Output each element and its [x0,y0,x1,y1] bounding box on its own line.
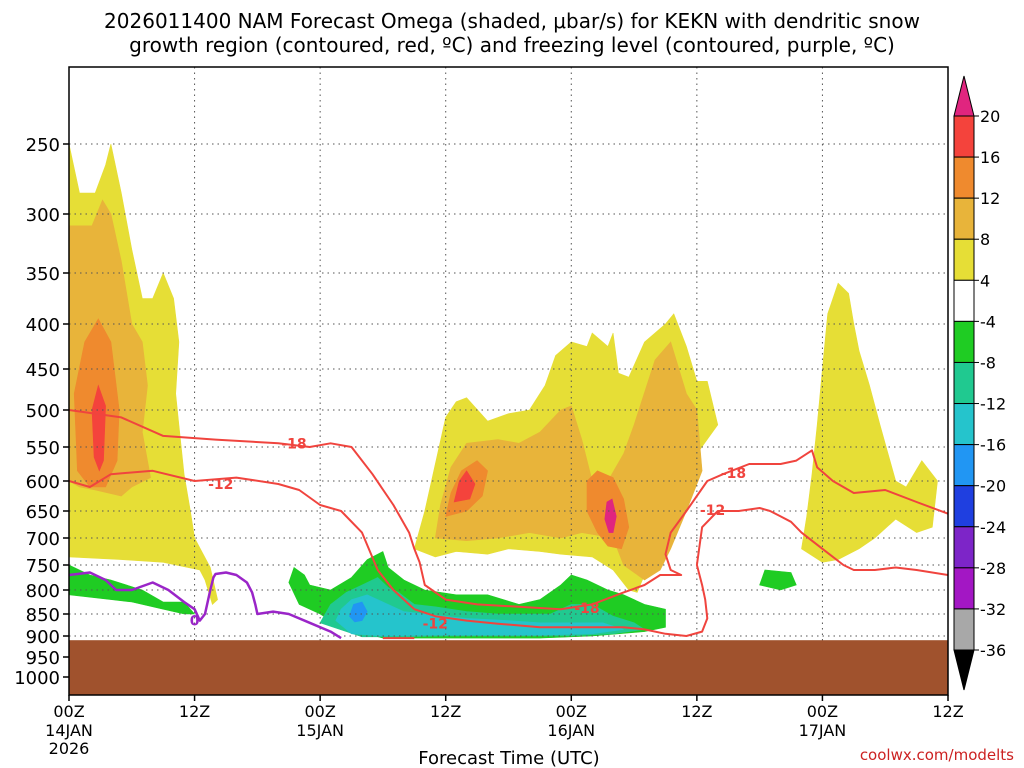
colorbar-segment-7 [953,403,975,446]
colorbar-segment-6 [953,361,975,405]
colorbar-segment-12 [953,608,975,651]
colorbar-label-0: 20 [980,107,1000,126]
x-tick-label-60: 12Z [681,702,712,721]
contour-layer [69,409,948,640]
omega-region-lift-day2-8 [434,341,703,581]
colorbar-segment-0 [953,115,975,158]
y-tick-label-600: 600 [26,472,60,493]
colorbar-segment-8 [953,444,975,487]
colorbar-label-11: -28 [980,559,1006,578]
colorbar-segment-9 [953,485,975,528]
y-tick-label-950: 950 [26,648,60,669]
colorbar-label-12: -32 [980,600,1006,619]
colorbar-segment-1 [953,156,975,199]
y-tick-label-550: 550 [26,438,60,459]
x-tick-label-0: 00Z [53,702,84,721]
y-tick-label-850: 850 [26,605,60,626]
y-tick-label-650: 650 [26,502,60,523]
x-tick-date-48: 16JAN [547,721,595,740]
y-tick-label-250: 250 [26,135,60,156]
plot-frame [68,66,949,696]
chart-title-line2: growth region (contoured, red, ºC) and f… [129,33,895,57]
y-tick-label-400: 400 [26,315,60,336]
x-tick-label-12: 12Z [179,702,210,721]
contour-label-dgz-minus12-low: -12 [423,617,448,633]
y-tick-label-800: 800 [26,581,60,602]
y-tick-label-450: 450 [26,360,60,381]
contour-label-dgz-minus18-left: -18 [574,601,599,617]
colorbar-label-4: 4 [980,271,990,290]
x-tick-label-48: 00Z [556,702,587,721]
contour-label-dgz-minus12-right: -12 [700,503,725,519]
colorbar-segment-2 [953,197,975,240]
colorbar-label-8: -16 [980,436,1006,455]
colorbar-label-1: 16 [980,148,1000,167]
y-tick-label-350: 350 [26,264,60,285]
ground-layer [69,640,948,695]
y-tick-label-900: 900 [26,627,60,648]
colorbar-label-9: -20 [980,477,1006,496]
contour-label-layer: -18 -12 -18 0 -12 -18 -12 [190,436,746,633]
colorbar-segment-11 [953,567,975,610]
y-axis: 2503003504004505005506006507007508008509… [14,135,69,689]
colorbar-arrow-bottom [953,649,975,691]
contour-freezing-0 [69,571,342,640]
omega-region-sink-late-4 [759,569,797,591]
x-tick-label-36: 12Z [430,702,461,721]
omega-region-sink-mid-12 [335,594,624,637]
x-tick-label-72: 00Z [807,702,838,721]
colorbar-label-3: 8 [980,230,990,249]
contour-label-dgz-minus18: -18 [281,436,306,452]
y-tick-label-300: 300 [26,205,60,226]
y-tick-label-700: 700 [26,529,60,550]
colorbar-segment-4 [953,279,975,322]
watermark: coolwx.com/modelts [860,746,1014,764]
colorbar: 20 16 12 8 4 -4 -8 -12 -16 -20 -24 -28 -32 -36 [953,75,1006,691]
colorbar-label-7: -12 [980,395,1006,414]
colorbar-label-6: -8 [980,353,996,372]
y-tick-label-1000: 1000 [14,668,60,689]
contour-label-dgz-minus18-right: -18 [721,466,746,482]
contour-label-freezing-0: 0 [190,614,200,630]
x-tick-date-0: 14JAN [45,721,93,740]
x-axis-label: Forecast Time (UTC) [418,748,599,768]
colorbar-segment-5 [953,320,975,363]
x-tick-date-72: 17JAN [799,721,847,740]
x-tick-label-84: 12Z [932,702,963,721]
colorbar-label-10: -24 [980,518,1006,537]
y-tick-label-500: 500 [26,401,60,422]
colorbar-segment-3 [953,238,975,281]
omega-region-lift-late-4 [801,282,938,563]
omega-shading-layer [69,143,938,639]
y-tick-label-750: 750 [26,556,60,577]
colorbar-label-2: 12 [980,189,1000,208]
contour-dgz-minus18 [69,409,948,611]
colorbar-label-13: -36 [980,641,1006,660]
omega-region-lift-day2-16 [453,470,476,503]
x-tick-date-24: 15JAN [296,721,344,740]
contour-label-dgz-minus12: -12 [208,477,233,493]
x-tick-label-24: 00Z [304,702,335,721]
contour-dgz-minus12 [69,469,948,637]
colorbar-label-5: -4 [980,312,996,331]
x-tick-year-0: 2026 [49,739,90,758]
omega-region-lift-day2-20 [604,498,617,533]
chart-title-line1: 2026011400 NAM Forecast Omega (shaded, μ… [104,9,920,33]
colorbar-segment-10 [953,526,975,569]
omega-region-sink-mid-16 [349,601,368,623]
